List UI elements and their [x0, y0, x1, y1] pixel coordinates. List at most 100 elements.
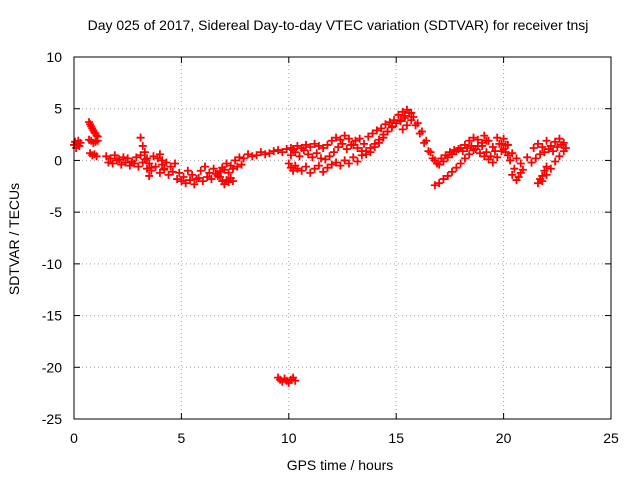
- data-point: [332, 133, 341, 142]
- data-point: [140, 148, 149, 157]
- data-point: [475, 149, 484, 158]
- data-point: [353, 144, 362, 153]
- x-tick-label: 10: [281, 430, 297, 446]
- data-point: [542, 170, 551, 179]
- data-point: [549, 147, 558, 156]
- data-point: [456, 159, 465, 168]
- data-point: [164, 170, 173, 179]
- y-tick-label: -10: [42, 256, 62, 272]
- data-point: [295, 152, 304, 161]
- data-point: [168, 167, 177, 176]
- data-point: [559, 147, 568, 156]
- data-point: [529, 144, 538, 153]
- data-point: [482, 148, 491, 157]
- data-point: [286, 151, 295, 160]
- data-series: [398, 116, 510, 168]
- data-point: [480, 131, 489, 140]
- data-series: [286, 105, 416, 164]
- data-point: [235, 153, 244, 162]
- data-point: [478, 138, 487, 147]
- data-point: [297, 144, 306, 153]
- data-point: [353, 157, 362, 166]
- data-point: [312, 149, 321, 158]
- data-point: [203, 172, 212, 181]
- data-point: [220, 165, 229, 174]
- data-point: [222, 159, 231, 168]
- data-point: [362, 150, 371, 159]
- y-tick-label: -15: [42, 308, 62, 324]
- data-point: [239, 154, 248, 163]
- data-point: [323, 163, 332, 172]
- data-point: [506, 156, 515, 165]
- data-point: [269, 147, 278, 156]
- data-point: [527, 158, 536, 167]
- y-tick-label: -5: [50, 204, 63, 220]
- data-point: [231, 156, 240, 165]
- x-axis-ticks: 0 5 10 15 20 25: [70, 57, 619, 446]
- data-point: [499, 134, 508, 143]
- data-point: [149, 152, 158, 161]
- data-point: [523, 153, 532, 162]
- data-point: [488, 158, 497, 167]
- data-point: [92, 152, 101, 161]
- data-point: [398, 107, 407, 116]
- data-point: [233, 162, 242, 171]
- data-series: [104, 156, 246, 189]
- data-point: [306, 168, 315, 177]
- data-point: [538, 171, 547, 180]
- data-point: [201, 162, 210, 171]
- data-point: [297, 166, 306, 175]
- data-point: [349, 140, 358, 149]
- data-point: [510, 164, 519, 173]
- x-tick-label: 0: [70, 430, 78, 446]
- data-point: [321, 155, 330, 164]
- data-point: [387, 123, 396, 132]
- data-point: [340, 156, 349, 165]
- data-point: [546, 164, 555, 173]
- data-point: [224, 168, 233, 177]
- data-point: [448, 167, 457, 176]
- data-point: [123, 154, 132, 163]
- data-point: [289, 166, 298, 175]
- data-point: [458, 147, 467, 156]
- data-point: [344, 159, 353, 168]
- data-point: [368, 129, 377, 138]
- data-point: [177, 177, 186, 186]
- x-tick-label: 5: [178, 430, 186, 446]
- data-point: [102, 152, 111, 161]
- data-point: [319, 167, 328, 176]
- data-point: [136, 151, 145, 160]
- data-point: [536, 150, 545, 159]
- data-point: [366, 148, 375, 157]
- data-point: [540, 148, 549, 157]
- data-point: [181, 179, 190, 188]
- data-point: [237, 160, 246, 169]
- data-point: [301, 162, 310, 171]
- data-point: [415, 129, 424, 138]
- data-point: [533, 179, 542, 188]
- data-point: [385, 118, 394, 127]
- data-point: [411, 121, 420, 130]
- data-series: [533, 162, 551, 188]
- data-point: [319, 144, 328, 153]
- data-point: [379, 133, 388, 142]
- y-axis-label: SDTVAR / TECUs: [6, 183, 22, 295]
- data-point: [542, 136, 551, 145]
- y-tick-label: 10: [46, 49, 62, 65]
- data-point: [428, 154, 437, 163]
- grid: [74, 57, 611, 419]
- data-point: [158, 156, 167, 165]
- data-point: [310, 164, 319, 173]
- data-point: [136, 133, 145, 142]
- data-point: [252, 151, 261, 160]
- data-point: [381, 120, 390, 129]
- data-point: [196, 166, 205, 175]
- data-point: [145, 171, 154, 180]
- data-point: [553, 142, 562, 151]
- data-point: [93, 136, 102, 145]
- data-point: [555, 134, 564, 143]
- data-point: [357, 147, 366, 156]
- data-point: [106, 154, 115, 163]
- data-point: [340, 131, 349, 140]
- data-point: [278, 148, 287, 157]
